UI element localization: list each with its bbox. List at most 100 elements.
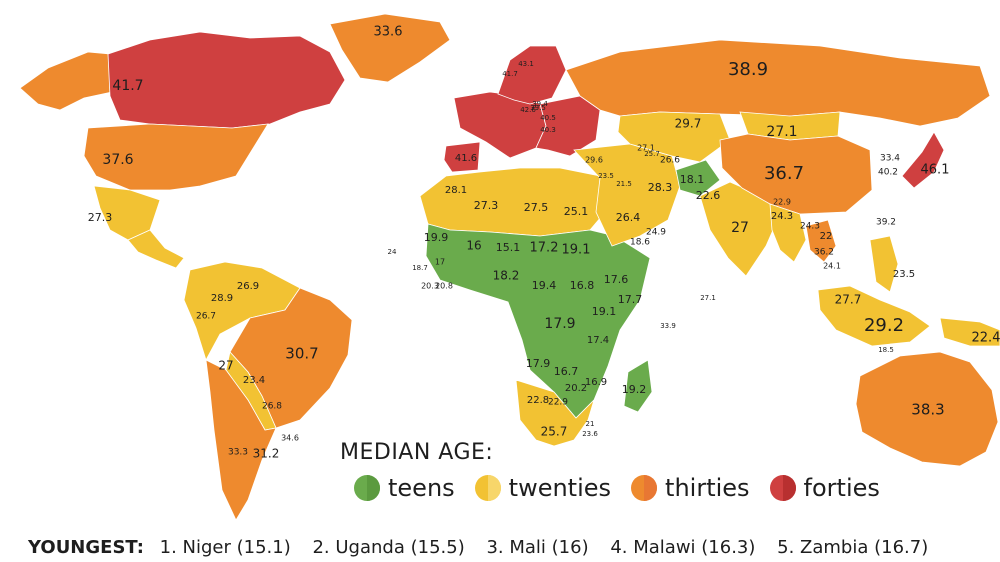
region-central-america [127,229,185,269]
median-age-label: 21.5 [616,180,632,188]
median-age-label: 18.5 [878,346,894,354]
legend: MEDIAN AGE: teens twenties thirties fort… [340,440,880,510]
region-canada [107,31,346,129]
median-age-label: 17.7 [618,293,643,306]
legend-item-thirties: thirties [631,474,750,502]
youngest-footer: YOUNGEST: 1. Niger (15.1) 2. Uganda (15.… [28,537,944,558]
median-age-label: 19.2 [622,383,647,396]
median-age-label: 20.3 [421,282,439,291]
legend-label-forties: forties [803,474,880,502]
region-afghanistan [675,159,721,197]
median-age-label: 38.9 [728,59,768,80]
median-age-label: 16.7 [554,365,579,378]
median-age-label: 20.8 [435,282,453,291]
median-age-label: 17.9 [544,316,575,332]
region-southern-cone [205,359,277,520]
region-usa [83,123,269,191]
median-age-label: 39.5 [530,104,546,112]
median-age-label: 27 [731,220,749,236]
youngest-item-5: 5. Zambia (16.7) [777,537,929,558]
median-age-label: 16.8 [570,279,595,292]
median-age-label: 33.3 [228,448,248,458]
median-age-label: 19.1 [562,243,591,258]
median-age-label: 16 [466,239,481,253]
median-age-label: 36.7 [764,163,804,184]
legend-item-twenties: twenties [474,474,612,502]
region-thailand [805,219,837,263]
median-age-label: 22.9 [773,198,791,207]
median-age-label: 27.3 [88,211,113,224]
youngest-item-1: 1. Niger (15.1) [159,537,291,558]
median-age-label: 28.3 [648,181,673,194]
median-age-label: 27.3 [474,199,499,212]
legend-label-twenties: twenties [508,474,612,502]
median-age-label: 37.6 [102,152,133,168]
median-age-label: 33.4 [880,154,900,164]
median-age-label: 22 [820,231,833,242]
median-age-label: 33.6 [374,25,403,40]
median-age-label: 27.7 [835,293,862,307]
median-age-label: 23.5 [893,269,915,280]
median-age-labels: 33.6 41.7 37.6 27.3 38.9 27.1 29.7 36.7 46.1 33.4… [88,25,1000,461]
median-age-label: 17.9 [526,357,551,370]
median-age-label: 29.2 [864,315,904,336]
twenties-swatch-icon [474,475,501,501]
youngest-item-4: 4. Malawi (16.3) [610,537,756,558]
median-age-label: 19.4 [532,279,557,292]
median-age-label: 18.7 [412,264,428,272]
median-age-label: 16.9 [585,377,607,388]
median-age-label: 26.7 [196,312,216,322]
median-age-label: 27.5 [524,201,549,214]
median-age-label: 28.1 [445,185,467,196]
median-age-label: 17 [435,258,445,267]
region-alaska [19,51,113,111]
region-greenland [329,13,451,83]
median-age-label: 25.7 [541,425,568,439]
median-age-label: 40.3 [540,126,556,134]
median-age-label: 30.7 [285,345,318,363]
median-age-label: 22.6 [696,189,721,202]
median-age-label: 24.9 [646,228,666,238]
region-iberia [443,141,481,173]
median-age-label: 27.1 [637,144,655,153]
median-age-label: 31.2 [253,447,280,461]
median-age-label: 18.2 [493,269,520,283]
median-age-label: 43.1 [518,60,534,68]
region-sub-saharan-africa [425,223,651,419]
median-age-label: 17.2 [530,241,559,256]
region-indonesia [817,285,931,347]
youngest-item-2: 2. Uganda (15.5) [312,537,465,558]
median-age-label: 19.1 [592,305,617,318]
median-age-label: 26.8 [262,402,282,412]
median-age-label: 22.9 [548,398,568,408]
region-japan [901,131,945,189]
legend-title: MEDIAN AGE: [340,440,494,465]
median-age-label: 15.1 [496,241,521,254]
median-age-label: 19.9 [424,231,449,244]
thirties-swatch-icon [631,475,658,501]
median-age-label: 24 [388,248,397,256]
median-age-label: 22.8 [527,395,549,406]
median-age-label: 41.7 [112,78,143,94]
median-age-label: 40.2 [878,168,898,178]
median-age-label: 34.6 [281,434,299,443]
median-age-label: 38.3 [911,401,944,419]
region-philippines [869,235,899,293]
region-north-africa [419,167,613,237]
median-age-label: 20.2 [565,383,587,394]
median-age-label: 23.6 [582,430,598,438]
median-age-label: 27.1 [700,294,716,302]
median-age-label: 33.9 [660,322,676,330]
forties-swatch-icon [769,475,796,501]
median-age-label: 23.4 [243,375,265,386]
median-age-label: 25.1 [564,205,589,218]
median-age-label: 46.1 [921,163,950,178]
median-age-label: 24.3 [771,211,793,222]
median-age-label: 21 [586,420,595,428]
legend-item-forties: forties [769,474,880,502]
youngest-heading: YOUNGEST: [28,537,144,558]
median-age-label: 23.5 [598,172,614,180]
median-age-label: 24.1 [823,262,841,271]
median-age-label: 25.7 [644,150,660,158]
median-age-label: 29.7 [675,117,702,131]
